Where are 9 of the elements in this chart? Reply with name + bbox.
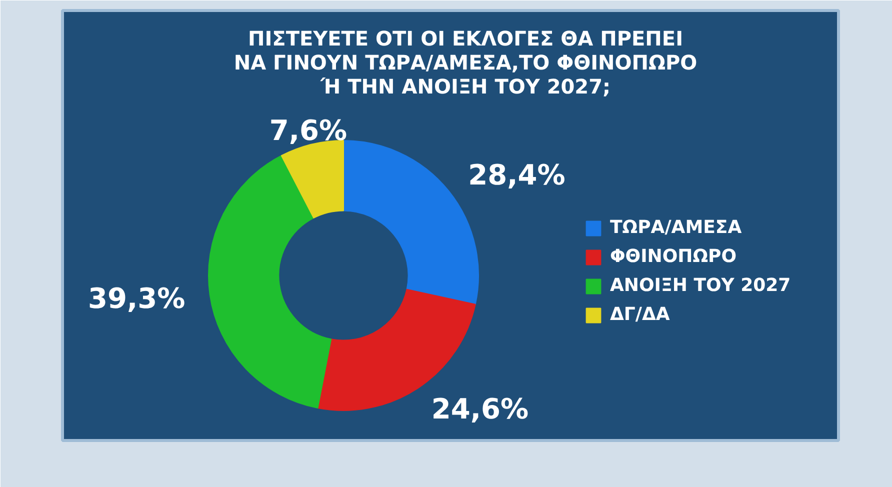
- legend-label: ΦΘΙΝΟΠΩΡΟ: [610, 246, 737, 267]
- data-label: 28,4%: [468, 158, 566, 192]
- chart-title: ΠΙΣΤΕΥΕΤΕ ΟΤΙ ΟΙ ΕΚΛΟΓΕΣ ΘΑ ΠΡΕΠΕΙ ΝΑ ΓΙΝΟΥΝ ΤΩΡΑ/ΑΜΕΣΑ,ΤΟ ΦΘΙΝΟΠΩΡΟ Ή ΤΗΝ ΑΝΟΙΞΗ ΤΟΥ 2027;: [234, 26, 698, 98]
- legend-label: ΔΓ/ΔΑ: [610, 304, 670, 325]
- legend-label: ΑΝΟΙΞΗ ΤΟΥ 2027: [610, 275, 791, 296]
- data-label: 7,6%: [269, 114, 348, 148]
- data-label: 24,6%: [431, 392, 529, 426]
- data-label: 39,3%: [88, 282, 186, 315]
- legend-label: ΤΩΡΑ/ΑΜΕΣΑ: [610, 217, 742, 238]
